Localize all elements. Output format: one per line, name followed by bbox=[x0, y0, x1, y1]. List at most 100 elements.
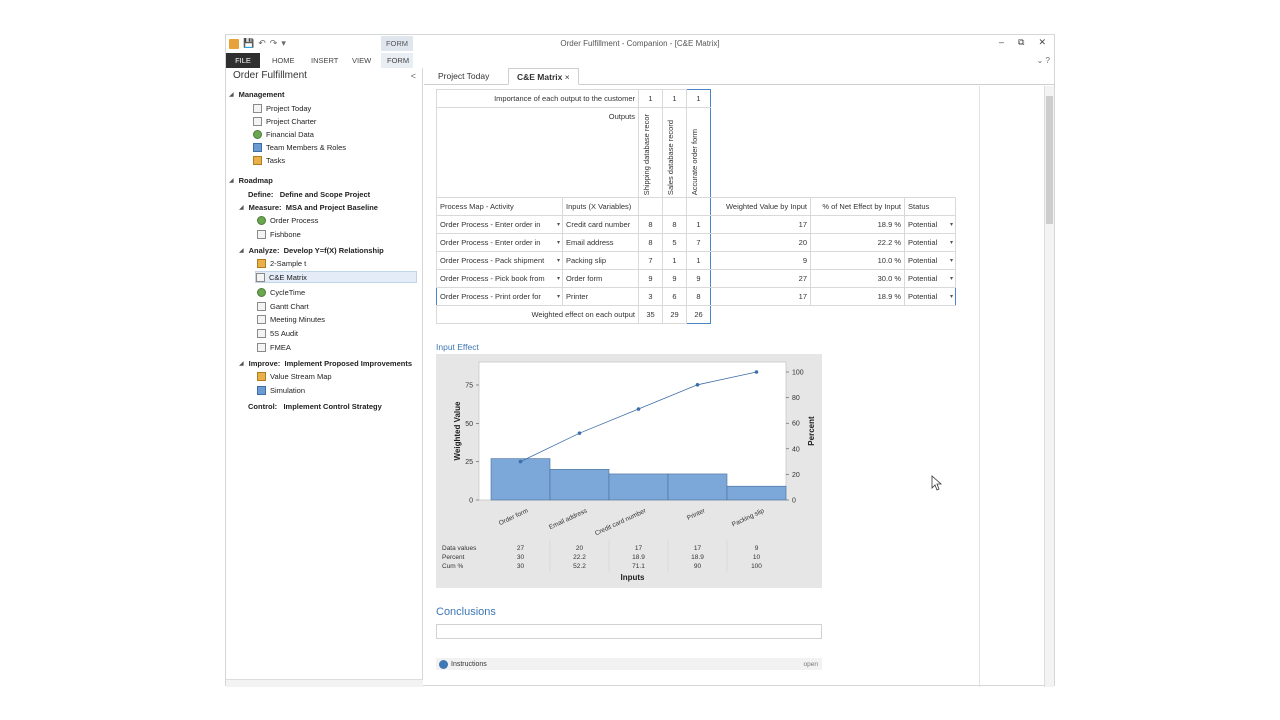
redo-icon[interactable]: ↷ bbox=[269, 38, 278, 48]
chevron-down-icon[interactable]: ▾ bbox=[556, 240, 560, 246]
tab-home[interactable]: HOME bbox=[272, 56, 295, 65]
nav-ce-matrix[interactable]: C&E Matrix bbox=[255, 271, 417, 283]
status-select[interactable]: Potential ▾ bbox=[904, 233, 956, 252]
nav-analyze[interactable]: ◢ Analyze: Develop Y=f(X) Relationship bbox=[239, 245, 384, 255]
score-cell[interactable]: 8 bbox=[686, 287, 711, 306]
score-cell[interactable]: 9 bbox=[662, 269, 687, 288]
undo-icon[interactable]: ↶ bbox=[258, 38, 266, 48]
nav-fmea[interactable]: FMEA bbox=[257, 341, 291, 353]
nav-simulation[interactable]: Simulation bbox=[257, 384, 305, 396]
output-header[interactable]: Shipping database recor bbox=[642, 113, 651, 195]
activity-select[interactable]: Order Process - Pick book from ▾ bbox=[436, 269, 563, 288]
conclusions-input[interactable] bbox=[436, 624, 822, 639]
chevron-down-icon[interactable]: ▾ bbox=[556, 222, 560, 228]
score-cell[interactable]: 3 bbox=[638, 287, 663, 306]
score-cell[interactable]: 8 bbox=[638, 215, 663, 234]
expand-triangle-icon[interactable]: ◢ bbox=[239, 204, 244, 211]
score-cell[interactable]: 7 bbox=[686, 233, 711, 252]
importance-cell[interactable]: 1 bbox=[638, 89, 663, 108]
nav-project-today[interactable]: Project Today bbox=[253, 102, 311, 114]
nav-gantt-chart[interactable]: Gantt Chart bbox=[257, 300, 309, 312]
nav-roadmap[interactable]: ◢ Roadmap bbox=[229, 175, 273, 185]
content-vertical-scrollbar[interactable] bbox=[1044, 86, 1054, 687]
input-cell[interactable]: Order form bbox=[562, 269, 639, 288]
nav-meeting-minutes[interactable]: Meeting Minutes bbox=[257, 313, 325, 325]
chevron-down-icon[interactable]: ▾ bbox=[556, 276, 560, 282]
customize-icon[interactable]: ▾ bbox=[281, 38, 286, 48]
nav-define[interactable]: Define: Define and Scope Project bbox=[248, 189, 371, 199]
tab-ce-matrix[interactable]: C&E Matrix × bbox=[508, 68, 579, 85]
ribbon-options-icon[interactable]: ⌄ bbox=[1036, 56, 1044, 65]
instructions-bar[interactable]: Instructions open bbox=[436, 658, 822, 670]
status-select[interactable]: Potential ▾ bbox=[904, 287, 956, 306]
score-cell[interactable]: 1 bbox=[662, 251, 687, 270]
score-cell[interactable]: 8 bbox=[662, 215, 687, 234]
score-cell[interactable]: 7 bbox=[638, 251, 663, 270]
importance-cell[interactable]: 1 bbox=[662, 89, 687, 108]
score-cell[interactable]: 6 bbox=[662, 287, 687, 306]
nav-2-sample-t[interactable]: 2-Sample t bbox=[257, 257, 306, 269]
score-cell[interactable]: 1 bbox=[686, 251, 711, 270]
expand-triangle-icon[interactable]: ◢ bbox=[239, 247, 244, 254]
activity-select[interactable]: Order Process - Enter order in ▾ bbox=[436, 215, 563, 234]
nav-measure[interactable]: ◢ Measure: MSA and Project Baseline bbox=[239, 202, 378, 212]
score-cell[interactable]: 9 bbox=[638, 269, 663, 288]
chevron-down-icon[interactable]: ▾ bbox=[949, 276, 953, 282]
nav-control[interactable]: Control: Implement Control Strategy bbox=[248, 401, 382, 411]
chevron-down-icon[interactable]: ▾ bbox=[949, 258, 953, 264]
input-cell[interactable]: Printer bbox=[562, 287, 639, 306]
app-logo-icon bbox=[229, 38, 239, 49]
score-cell[interactable]: 8 bbox=[638, 233, 663, 252]
score-cell[interactable]: 1 bbox=[686, 215, 711, 234]
expand-triangle-icon[interactable]: ◢ bbox=[239, 360, 244, 367]
nav-project-charter[interactable]: Project Charter bbox=[253, 115, 316, 127]
output-header[interactable]: Sales database record bbox=[666, 119, 675, 195]
minimize-button[interactable]: – bbox=[999, 37, 1005, 47]
nav-improve[interactable]: ◢ Improve: Implement Proposed Improvement… bbox=[239, 358, 413, 368]
activity-select[interactable]: Order Process - Pack shipment ▾ bbox=[436, 251, 563, 270]
status-select[interactable]: Potential ▾ bbox=[904, 215, 956, 234]
score-cell[interactable]: 9 bbox=[686, 269, 711, 288]
chevron-down-icon[interactable]: ▾ bbox=[556, 258, 560, 264]
sidebar-horizontal-scrollbar[interactable] bbox=[226, 679, 423, 687]
input-cell[interactable]: Email address bbox=[562, 233, 639, 252]
importance-cell[interactable]: 1 bbox=[686, 89, 711, 108]
tab-form[interactable]: FORM bbox=[387, 56, 410, 65]
nav-fishbone[interactable]: Fishbone bbox=[257, 228, 301, 240]
nav-tasks[interactable]: Tasks bbox=[253, 154, 285, 166]
nav-management[interactable]: ◢ Management bbox=[229, 89, 285, 99]
tab-project-today[interactable]: Project Today bbox=[438, 71, 490, 81]
close-button[interactable]: ✕ bbox=[1038, 37, 1046, 47]
output-header[interactable]: Accurate order form bbox=[690, 128, 699, 195]
chevron-down-icon[interactable]: ▾ bbox=[556, 294, 560, 300]
nav-order-process[interactable]: Order Process bbox=[257, 214, 318, 226]
nav-team-members[interactable]: Team Members & Roles bbox=[253, 141, 346, 153]
tab-view[interactable]: VIEW bbox=[352, 56, 372, 65]
tab-insert[interactable]: INSERT bbox=[311, 56, 339, 65]
score-cell[interactable]: 5 bbox=[662, 233, 687, 252]
expand-triangle-icon[interactable]: ◢ bbox=[229, 91, 234, 98]
input-cell[interactable]: Packing slip bbox=[562, 251, 639, 270]
nav-5s-audit[interactable]: 5S Audit bbox=[257, 327, 298, 339]
tab-file[interactable]: FILE bbox=[226, 53, 260, 68]
activity-select[interactable]: Order Process - Enter order in ▾ bbox=[436, 233, 563, 252]
restore-button[interactable]: ⧉ bbox=[1018, 37, 1025, 47]
close-tab-icon[interactable]: × bbox=[564, 72, 570, 82]
nav-value-stream-map[interactable]: Value Stream Map bbox=[257, 370, 332, 382]
scrollbar-thumb[interactable] bbox=[1046, 96, 1053, 224]
instructions-open-link[interactable]: open bbox=[803, 660, 818, 668]
chevron-down-icon[interactable]: ▾ bbox=[949, 222, 953, 228]
expand-triangle-icon[interactable]: ◢ bbox=[229, 177, 234, 184]
total-cell: 35 bbox=[638, 305, 663, 324]
chevron-down-icon[interactable]: ▾ bbox=[949, 294, 953, 300]
status-select[interactable]: Potential ▾ bbox=[904, 251, 956, 270]
status-select[interactable]: Potential ▾ bbox=[904, 269, 956, 288]
input-cell[interactable]: Credit card number bbox=[562, 215, 639, 234]
activity-select[interactable]: Order Process - Print order for ▾ bbox=[436, 287, 563, 306]
nav-cycletime[interactable]: CycleTime bbox=[257, 286, 305, 298]
collapse-sidebar-button[interactable]: < bbox=[410, 71, 416, 81]
nav-financial-data[interactable]: Financial Data bbox=[253, 128, 314, 140]
help-icon[interactable]: ? bbox=[1045, 56, 1050, 65]
save-icon[interactable]: 💾 bbox=[243, 38, 255, 48]
chevron-down-icon[interactable]: ▾ bbox=[949, 240, 953, 246]
